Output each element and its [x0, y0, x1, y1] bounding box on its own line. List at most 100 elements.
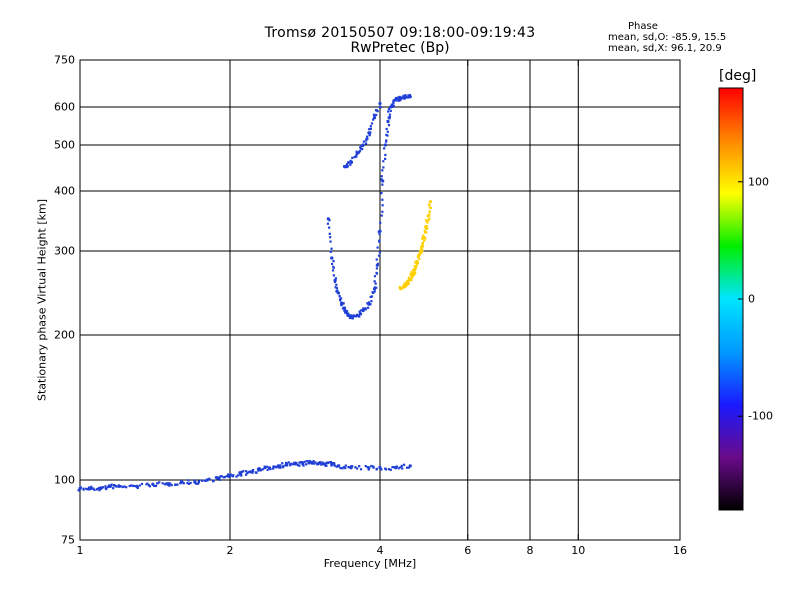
data-point — [236, 474, 240, 477]
data-point — [341, 307, 345, 310]
data-point — [258, 468, 262, 472]
x-tick-label: 6 — [464, 544, 472, 557]
data-point — [232, 474, 235, 477]
data-point — [401, 467, 404, 470]
data-point — [379, 221, 382, 224]
data-point — [413, 264, 416, 268]
data-point — [429, 206, 432, 210]
data-point — [417, 252, 422, 257]
phase-stats-x: mean, sd,X: 96.1, 20.9 — [608, 43, 722, 54]
data-point — [256, 467, 260, 470]
data-point — [373, 275, 377, 278]
data-point — [370, 300, 373, 303]
data-point — [408, 95, 412, 99]
data-point — [364, 464, 367, 468]
data-point — [267, 466, 272, 470]
data-point — [408, 277, 412, 281]
data-point — [378, 466, 382, 470]
data-point — [399, 96, 403, 101]
data-point — [298, 464, 301, 467]
data-point — [330, 462, 334, 466]
y-tick-label: 75 — [61, 533, 75, 547]
data-point — [193, 480, 197, 484]
data-point — [336, 464, 340, 468]
data-point — [272, 467, 275, 470]
data-point — [388, 115, 391, 119]
data-point — [411, 275, 414, 278]
data-point — [346, 162, 349, 166]
data-point — [133, 484, 136, 488]
data-point — [427, 219, 430, 222]
data-point — [180, 480, 184, 484]
data-point — [394, 466, 398, 470]
data-point — [425, 224, 428, 228]
data-point — [381, 183, 384, 186]
colorbar-tick-label: 0 — [748, 292, 755, 306]
data-point — [410, 270, 413, 274]
x-tick-label: 1 — [76, 544, 84, 557]
data-point — [287, 461, 290, 464]
data-point — [385, 139, 388, 142]
data-point — [92, 487, 95, 490]
data-point — [383, 147, 386, 150]
data-point — [242, 470, 245, 473]
x-tick-label: 8 — [526, 544, 534, 557]
data-point — [105, 487, 108, 491]
data-point — [298, 461, 301, 464]
data-point — [356, 467, 359, 470]
data-point — [387, 110, 390, 113]
data-point — [336, 291, 340, 295]
data-point — [408, 464, 412, 468]
data-point — [344, 464, 347, 467]
data-point — [235, 475, 238, 478]
data-point — [85, 487, 88, 490]
data-point — [238, 471, 241, 474]
data-point — [321, 461, 324, 464]
data-point — [384, 140, 388, 143]
data-point — [340, 302, 344, 306]
data-point — [399, 466, 402, 469]
data-point — [353, 155, 357, 159]
phase-stats-o: mean, sd,O: -85.9, 15.5 — [608, 32, 727, 43]
data-point — [395, 465, 398, 468]
data-point — [345, 310, 349, 313]
data-point — [344, 311, 347, 314]
data-point — [424, 226, 428, 230]
data-point — [326, 217, 330, 221]
data-point — [331, 262, 334, 266]
data-point — [383, 157, 387, 160]
data-point — [380, 192, 383, 195]
data-point — [335, 283, 338, 286]
data-point — [189, 481, 192, 485]
data-point — [305, 463, 308, 466]
data-point — [151, 482, 155, 486]
data-point — [246, 471, 249, 475]
data-point — [367, 301, 371, 304]
data-point — [380, 175, 383, 178]
data-point — [348, 314, 351, 317]
data-point — [240, 474, 243, 477]
data-point — [383, 143, 387, 147]
y-tick-label: 400 — [54, 184, 75, 198]
data-point — [375, 286, 378, 289]
data-point — [386, 119, 390, 123]
data-point — [403, 95, 408, 99]
y-tick-label: 750 — [54, 53, 75, 67]
data-point — [99, 486, 103, 491]
data-point — [290, 462, 293, 465]
data-point — [420, 251, 423, 254]
data-point — [308, 460, 313, 464]
data-point — [239, 471, 242, 474]
data-point — [338, 298, 342, 302]
data-point — [367, 302, 371, 306]
data-point — [197, 481, 200, 484]
data-point — [381, 198, 384, 201]
data-point — [107, 485, 110, 489]
data-point — [346, 313, 350, 317]
data-point — [379, 106, 382, 109]
data-point — [263, 467, 266, 470]
data-point — [378, 251, 381, 254]
data-point — [407, 466, 411, 469]
data-point — [98, 486, 101, 490]
data-point — [375, 258, 378, 261]
